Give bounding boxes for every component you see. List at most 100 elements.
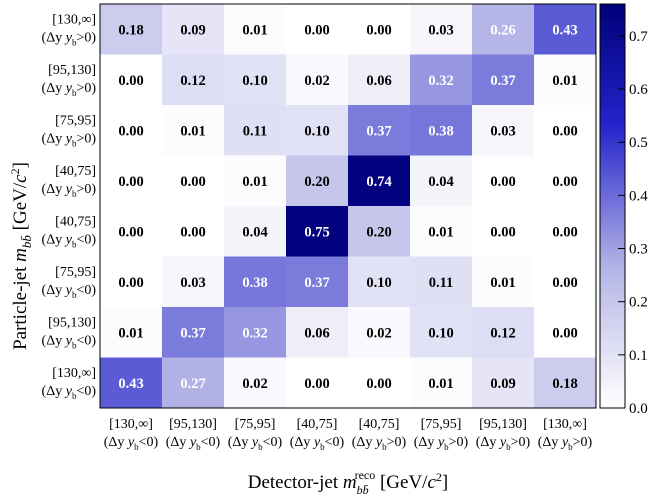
x-tick-range-label: [75,95] xyxy=(421,417,462,432)
heatmap-cell xyxy=(410,155,473,207)
x-tick-range-label: [95,130] xyxy=(479,417,527,432)
cell-value-label: 0.38 xyxy=(242,275,267,291)
cell-value-label: 0.00 xyxy=(118,174,143,190)
cell-value-label: 0.20 xyxy=(366,224,391,240)
cell-value-label: 0.37 xyxy=(180,325,205,341)
heatmap-cell xyxy=(286,4,349,55)
cell-value-label: 0.10 xyxy=(242,73,267,89)
heatmap-cell xyxy=(348,357,411,409)
heatmap-cell xyxy=(472,357,535,409)
heatmap-cell xyxy=(534,54,597,106)
x-tick-sign-label: (Δy yb<0) xyxy=(166,435,221,452)
cell-value-label: 0.00 xyxy=(490,224,515,240)
y-tick-sign-label: (Δy yb<0) xyxy=(42,333,97,350)
cell-value-label: 0.18 xyxy=(118,22,143,38)
cell-value-label: 0.02 xyxy=(366,325,391,341)
cell-value-label: 0.00 xyxy=(552,174,577,190)
heatmap-cell xyxy=(224,357,287,409)
heatmap-cell xyxy=(472,4,535,55)
cell-value-label: 0.43 xyxy=(552,22,577,38)
heatmap-cell xyxy=(348,206,411,257)
heatmap-cell xyxy=(100,155,163,207)
heatmap-cell xyxy=(410,256,473,308)
heatmap-cell xyxy=(410,307,473,358)
cell-value-label: 0.00 xyxy=(552,224,577,240)
heatmap-cell xyxy=(162,105,225,156)
cell-value-label: 0.00 xyxy=(118,73,143,89)
colorbar-tick-label: 0.1 xyxy=(629,348,648,364)
heatmap-cell xyxy=(224,206,287,257)
heatmap-cell xyxy=(348,54,411,106)
cell-value-label: 0.38 xyxy=(428,123,453,139)
cell-value-label: 0.12 xyxy=(180,73,205,89)
cell-value-label: 0.02 xyxy=(242,376,267,392)
heatmap-cell xyxy=(224,155,287,207)
y-tick-sign-label: (Δy yb<0) xyxy=(42,384,97,401)
heatmap-cell xyxy=(162,256,225,308)
cell-value-label: 0.00 xyxy=(180,174,205,190)
heatmap-cell xyxy=(162,54,225,106)
cell-value-label: 0.00 xyxy=(304,22,329,38)
y-tick-range-label: [95,130] xyxy=(48,63,96,78)
cell-value-label: 0.09 xyxy=(180,22,205,38)
cell-value-label: 0.04 xyxy=(428,174,453,190)
cell-value-label: 0.10 xyxy=(428,325,453,341)
cell-value-label: 0.03 xyxy=(428,22,453,38)
x-tick-sign-label: (Δy yb>0) xyxy=(476,435,531,452)
heatmap-cell xyxy=(100,54,163,106)
heatmap-cell xyxy=(286,105,349,156)
heatmap-cell xyxy=(100,307,163,358)
x-tick-labels: [130,∞] (Δy yb<0) [95,130] (Δy yb<0) [75,95]… xyxy=(104,417,593,452)
x-tick-range-label: [130,∞] xyxy=(109,417,153,432)
y-tick-sign-label: (Δy yb>0) xyxy=(42,81,97,98)
cell-value-label: 0.01 xyxy=(242,174,267,190)
heatmap-cell xyxy=(534,155,597,207)
heatmap-cell xyxy=(472,307,535,358)
cell-value-label: 0.00 xyxy=(552,275,577,291)
x-tick-range-label: [40,75] xyxy=(297,417,338,432)
heatmap-cell xyxy=(472,206,535,257)
x-tick-range-label: [75,95] xyxy=(235,417,276,432)
cell-value-label: 0.03 xyxy=(490,123,515,139)
cell-value-label: 0.11 xyxy=(429,275,454,291)
heatmap-cell xyxy=(162,4,225,55)
cell-value-label: 0.32 xyxy=(242,325,267,341)
cell-value-label: 0.09 xyxy=(490,376,515,392)
heatmap-cell xyxy=(410,206,473,257)
heatmap-cell xyxy=(410,54,473,106)
heatmap-cell xyxy=(100,256,163,308)
heatmap-cell xyxy=(162,206,225,257)
colorbar-tick-label: 0.6 xyxy=(629,82,648,98)
heatmap-cell xyxy=(286,54,349,106)
y-tick-range-label: [95,130] xyxy=(48,315,96,330)
y-tick-sign-label: (Δy yb>0) xyxy=(42,182,97,199)
heatmap-cell xyxy=(410,357,473,409)
cell-value-label: 0.00 xyxy=(118,123,143,139)
cell-value-label: 0.06 xyxy=(366,73,391,89)
cell-value-label: 0.02 xyxy=(304,73,329,89)
y-tick-sign-label: (Δy yb<0) xyxy=(42,283,97,300)
y-tick-sign-label: (Δy yb<0) xyxy=(42,232,97,249)
cell-value-label: 0.18 xyxy=(552,376,577,392)
cell-value-label: 0.74 xyxy=(366,174,391,190)
x-tick-range-label: [95,130] xyxy=(169,417,217,432)
heatmap-cell xyxy=(286,155,349,207)
cell-value-label: 0.10 xyxy=(304,123,329,139)
y-tick-range-label: [75,95] xyxy=(55,265,96,280)
heatmap-cell xyxy=(534,206,597,257)
y-tick-range-label: [130,∞] xyxy=(52,366,96,381)
heatmap-cell xyxy=(348,155,411,207)
heatmap-cell xyxy=(286,206,349,257)
heatmap-cells: 0.18 0.09 0.01 0.00 0.00 0.03 0.26 0.43 0.00 0.12… xyxy=(100,4,597,409)
cell-value-label: 0.01 xyxy=(242,22,267,38)
cell-value-label: 0.06 xyxy=(304,325,329,341)
heatmap-cell xyxy=(286,256,349,308)
cell-value-label: 0.20 xyxy=(304,174,329,190)
cell-value-label: 0.37 xyxy=(304,275,329,291)
cell-value-label: 0.43 xyxy=(118,376,143,392)
heatmap-cell xyxy=(348,4,411,55)
heatmap-cell xyxy=(224,256,287,308)
heatmap-cell xyxy=(100,4,163,55)
y-tick-labels: [130,∞] (Δy yb>0) [95,130] (Δy yb>0) [75,95]… xyxy=(42,12,97,401)
heatmap-cell xyxy=(348,256,411,308)
